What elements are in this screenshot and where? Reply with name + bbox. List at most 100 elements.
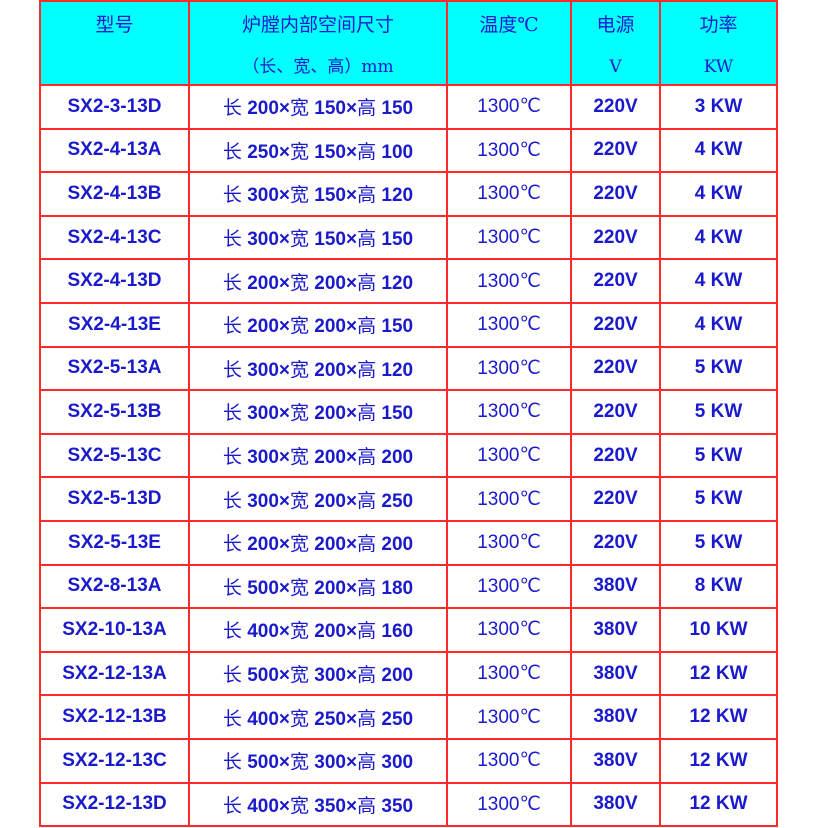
model-cell: SX2-4-13C (39, 214, 190, 261)
length-value: 200 (247, 98, 279, 120)
power-cell: 8 KW (659, 563, 778, 610)
temperature-value: 1300℃ (477, 663, 541, 685)
model-cell: SX2-5-13D (39, 476, 190, 522)
size-cell: 长 400×宽 200×高 160 (188, 607, 448, 653)
length-value: 200 (247, 316, 279, 338)
header-row: 型号 炉膛内部空间尺寸 （长、宽、高）mm 温度℃ 电源 V 功率 KW (39, 0, 778, 86)
table-row: SX2-10-13A 长 400×宽 200×高 160 1300℃ 380V 10 K… (39, 607, 778, 653)
table-row: SX2-4-13B 长 300×宽 150×高 120 1300℃ 220V 4 KW (39, 171, 778, 217)
height-label: 高 (357, 576, 377, 599)
width-value: 150 (314, 185, 346, 207)
size-cell: 长 200×宽 200×高 150 (188, 301, 448, 348)
size-cell: 长 250×宽 150×高 100 (188, 127, 448, 174)
voltage-cell: 220V (570, 389, 661, 435)
size-cell: 长 500×宽 300×高 200 (188, 650, 448, 697)
power-cell: 3 KW (659, 84, 778, 130)
height-value: 350 (381, 795, 414, 817)
width-label: 宽 (290, 97, 310, 120)
voltage-cell: 220V (570, 258, 661, 304)
length-value: 400 (247, 795, 279, 817)
header-label: 电源 (596, 14, 635, 36)
model-cell: SX2-12-13A (39, 650, 190, 697)
height-label: 高 (357, 620, 377, 643)
voltage-cell: 220V (570, 432, 661, 479)
length-label: 长 (222, 358, 242, 381)
width-value: 200 (314, 447, 346, 469)
model-cell: SX2-12-13B (39, 694, 190, 740)
length-label: 长 (222, 446, 242, 469)
length-value: 300 (247, 229, 279, 251)
power-cell: 5 KW (659, 432, 778, 479)
temperature-value: 1300℃ (477, 139, 541, 161)
width-label: 宽 (290, 140, 310, 163)
width-label: 宽 (290, 402, 310, 425)
height-label: 高 (357, 184, 377, 207)
temperature-value: 1300℃ (477, 314, 541, 336)
size-cell: 长 300×宽 200×高 250 (188, 476, 448, 522)
size-cell: 长 300×宽 150×高 150 (188, 214, 448, 261)
voltage-cell: 220V (570, 476, 661, 522)
width-value: 200 (314, 577, 346, 599)
power-cell: 10 KW (659, 607, 778, 653)
length-label: 长 (222, 707, 242, 730)
length-label: 长 (222, 489, 242, 512)
table-row: SX2-4-13D 长 200×宽 200×高 120 1300℃ 220V 4 KW (39, 258, 778, 304)
height-value: 180 (381, 577, 414, 599)
width-value: 150 (314, 141, 346, 163)
size-cell: 长 200×宽 200×高 120 (188, 258, 448, 304)
width-label: 宽 (290, 707, 310, 730)
model-cell: SX2-8-13A (39, 563, 190, 610)
size-cell: 长 300×宽 200×高 120 (188, 345, 448, 392)
width-label: 宽 (290, 358, 310, 381)
power-cell: 4 KW (659, 171, 778, 217)
table-row: SX2-4-13E 长 200×宽 200×高 150 1300℃ 220V 4 KW (39, 301, 778, 348)
height-value: 250 (381, 708, 414, 730)
length-label: 长 (222, 576, 242, 599)
length-label: 长 (222, 315, 242, 338)
model-cell: SX2-5-13E (39, 519, 190, 566)
width-value: 200 (314, 490, 346, 512)
height-value: 160 (381, 621, 414, 643)
height-label: 高 (357, 402, 377, 425)
power-cell: 12 KW (659, 737, 778, 784)
length-label: 长 (222, 402, 242, 425)
header-temperature: 温度℃ (446, 0, 572, 86)
model-cell: SX2-4-13A (39, 127, 190, 174)
size-cell: 长 500×宽 200×高 180 (188, 563, 448, 610)
voltage-cell: 220V (570, 214, 661, 261)
length-label: 长 (222, 664, 242, 687)
width-label: 宽 (290, 533, 310, 556)
voltage-cell: 220V (570, 127, 661, 174)
temperature-value: 1300℃ (477, 270, 541, 292)
model-cell: SX2-5-13B (39, 389, 190, 435)
size-cell: 长 500×宽 300×高 300 (188, 737, 448, 784)
width-label: 宽 (290, 184, 310, 207)
power-cell: 4 KW (659, 127, 778, 174)
header-unit: （长、宽、高）mm (242, 57, 394, 77)
temperature-value: 1300℃ (477, 445, 541, 467)
length-value: 300 (247, 403, 279, 425)
temperature-cell: 1300℃ (446, 345, 572, 392)
temperature-cell: 1300℃ (446, 389, 572, 435)
power-cell: 5 KW (659, 345, 778, 392)
height-label: 高 (357, 489, 377, 512)
length-value: 500 (247, 752, 279, 774)
width-label: 宽 (290, 228, 310, 251)
temperature-cell: 1300℃ (446, 650, 572, 697)
table-row: SX2-5-13E 长 200×宽 200×高 200 1300℃ 220V 5 KW (39, 519, 778, 566)
header-voltage: 电源 V (570, 0, 661, 86)
table-row: SX2-4-13C 长 300×宽 150×高 150 1300℃ 220V 4 KW (39, 214, 778, 261)
table-row: SX2-4-13A 长 250×宽 150×高 100 1300℃ 220V 4 KW (39, 127, 778, 174)
width-value: 250 (314, 708, 346, 730)
temperature-value: 1300℃ (477, 532, 541, 554)
header-label: 型号 (95, 14, 134, 36)
spec-table: 型号 炉膛内部空间尺寸 （长、宽、高）mm 温度℃ 电源 V 功率 KW SX2-3-13D 长… (39, 0, 778, 828)
height-label: 高 (357, 533, 377, 556)
length-value: 500 (247, 665, 279, 687)
length-label: 长 (222, 271, 242, 294)
model-cell: SX2-3-13D (39, 84, 190, 130)
voltage-cell: 380V (570, 650, 661, 697)
temperature-cell: 1300℃ (446, 214, 572, 261)
length-label: 长 (222, 620, 242, 643)
temperature-value: 1300℃ (477, 706, 541, 728)
